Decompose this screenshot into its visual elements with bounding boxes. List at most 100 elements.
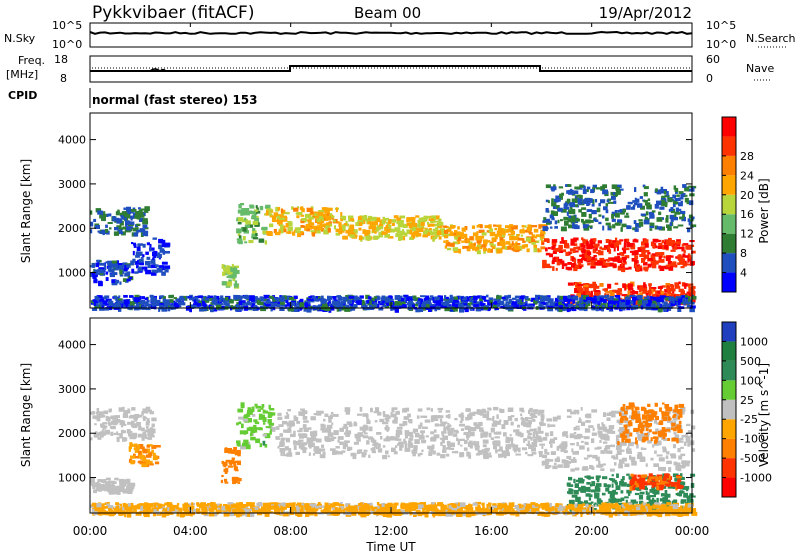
power-data [90,184,697,313]
data-cell [608,425,615,430]
data-cell [443,240,446,243]
data-cell [258,238,265,243]
data-cell [625,284,631,289]
data-cell [354,433,360,438]
data-cell [598,214,602,217]
data-cell [603,412,607,417]
data-cell [154,461,160,465]
data-cell [204,297,210,303]
data-cell [566,298,572,302]
data-cell [647,258,654,261]
data-cell [99,267,106,270]
data-cell [420,430,425,434]
data-cell [315,298,320,302]
data-cell [549,306,554,309]
data-cell [149,294,154,298]
data-cell [132,444,136,447]
data-cell [501,450,508,454]
data-cell [552,266,555,271]
data-cell [535,431,539,435]
data-cell [201,298,204,301]
data-cell [587,297,593,302]
data-cell [412,428,419,433]
data-cell [232,270,237,274]
data-cell [325,439,331,442]
data-cell [384,226,388,232]
data-cell [482,439,489,444]
data-cell [650,305,656,308]
data-cell [248,426,254,430]
colorbar-segment [722,233,736,254]
data-cell [449,447,455,450]
data-cell [630,456,636,462]
data-cell [627,491,631,496]
data-cell [254,218,260,223]
data-cell [492,304,498,308]
data-cell [419,452,423,456]
data-cell [365,294,370,300]
data-cell [584,414,591,418]
data-cell [442,435,448,440]
data-cell [238,240,243,245]
data-cell [524,437,528,441]
data-cell [118,420,124,423]
data-cell [94,225,100,229]
data-cell [622,256,627,260]
data-cell [102,211,106,216]
data-cell [474,443,479,448]
data-cell [438,218,442,222]
data-cell [100,305,103,310]
data-cell [287,296,290,299]
data-cell [686,423,691,427]
data-cell [590,189,595,194]
data-cell [614,212,620,218]
data-cell [237,209,244,214]
data-cell [504,295,508,298]
data-cell [149,427,153,433]
data-cell [136,246,141,252]
data-cell [385,305,388,309]
data-cell [631,441,638,445]
data-cell [119,220,124,226]
data-cell [161,296,166,299]
data-cell [236,238,241,241]
data-cell [634,408,638,411]
data-cell [393,215,399,219]
data-cell [372,225,377,231]
data-cell [557,464,563,468]
data-cell [505,444,512,450]
data-cell [667,485,674,489]
data-cell [681,505,685,510]
data-cell [450,296,456,302]
data-cell [672,291,675,294]
data-cell [117,229,120,233]
data-cell [658,242,663,247]
data-cell [612,192,616,195]
data-cell [540,298,545,302]
data-cell [617,502,623,506]
data-cell [684,296,688,301]
data-cell [114,302,121,305]
data-cell [471,297,475,301]
data-cell [545,218,551,223]
data-cell [636,444,639,449]
data-cell [565,266,572,270]
data-cell [385,419,390,422]
data-cell [105,481,110,485]
data-cell [126,271,131,274]
data-cell [628,202,633,205]
data-cell [441,431,447,434]
data-cell [335,305,340,310]
data-cell [248,239,254,244]
data-cell [650,495,656,498]
data-cell [478,307,481,312]
data-cell [599,257,605,263]
data-cell [569,215,576,221]
data-cell [237,408,244,413]
data-cell [110,480,116,484]
data-cell [348,296,355,299]
data-cell [430,408,433,412]
data-cell [576,265,582,269]
data-cell [511,230,515,235]
data-cell [357,219,363,223]
